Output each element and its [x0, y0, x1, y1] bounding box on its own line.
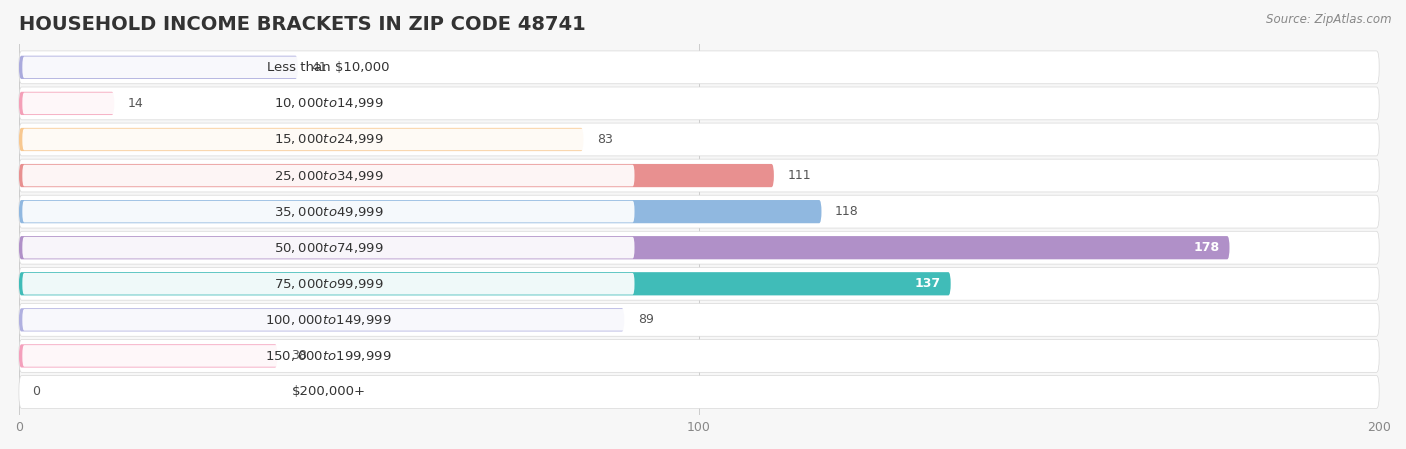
Text: $75,000 to $99,999: $75,000 to $99,999: [274, 277, 384, 291]
Text: 38: 38: [291, 349, 307, 362]
FancyBboxPatch shape: [18, 272, 950, 295]
FancyBboxPatch shape: [18, 159, 1379, 192]
FancyBboxPatch shape: [22, 92, 634, 114]
FancyBboxPatch shape: [22, 165, 634, 186]
FancyBboxPatch shape: [22, 273, 634, 295]
Text: $35,000 to $49,999: $35,000 to $49,999: [274, 205, 384, 219]
Text: $150,000 to $199,999: $150,000 to $199,999: [266, 349, 392, 363]
FancyBboxPatch shape: [18, 164, 773, 187]
Text: 41: 41: [311, 61, 328, 74]
FancyBboxPatch shape: [18, 56, 298, 79]
FancyBboxPatch shape: [18, 200, 821, 223]
Text: $50,000 to $74,999: $50,000 to $74,999: [274, 241, 384, 255]
FancyBboxPatch shape: [18, 123, 1379, 156]
FancyBboxPatch shape: [18, 344, 277, 368]
FancyBboxPatch shape: [22, 129, 634, 150]
FancyBboxPatch shape: [22, 57, 634, 78]
Text: 83: 83: [598, 133, 613, 146]
Text: 14: 14: [128, 97, 143, 110]
FancyBboxPatch shape: [18, 304, 1379, 336]
Text: 178: 178: [1194, 241, 1219, 254]
Text: Less than $10,000: Less than $10,000: [267, 61, 389, 74]
FancyBboxPatch shape: [18, 51, 1379, 84]
Text: 111: 111: [787, 169, 811, 182]
Text: $200,000+: $200,000+: [291, 386, 366, 399]
Text: 137: 137: [914, 277, 941, 290]
Text: HOUSEHOLD INCOME BRACKETS IN ZIP CODE 48741: HOUSEHOLD INCOME BRACKETS IN ZIP CODE 48…: [20, 15, 586, 34]
FancyBboxPatch shape: [18, 339, 1379, 372]
Text: 89: 89: [638, 313, 654, 326]
FancyBboxPatch shape: [18, 236, 1229, 260]
FancyBboxPatch shape: [18, 92, 114, 115]
FancyBboxPatch shape: [18, 128, 583, 151]
FancyBboxPatch shape: [18, 375, 1379, 409]
Text: $100,000 to $149,999: $100,000 to $149,999: [266, 313, 392, 327]
FancyBboxPatch shape: [18, 195, 1379, 228]
Text: 118: 118: [835, 205, 859, 218]
Text: Source: ZipAtlas.com: Source: ZipAtlas.com: [1267, 13, 1392, 26]
Text: $15,000 to $24,999: $15,000 to $24,999: [274, 132, 384, 146]
FancyBboxPatch shape: [18, 267, 1379, 300]
FancyBboxPatch shape: [18, 308, 624, 331]
Text: $10,000 to $14,999: $10,000 to $14,999: [274, 97, 384, 110]
FancyBboxPatch shape: [22, 345, 634, 367]
Text: $25,000 to $34,999: $25,000 to $34,999: [274, 168, 384, 183]
FancyBboxPatch shape: [18, 87, 1379, 120]
FancyBboxPatch shape: [22, 237, 634, 259]
FancyBboxPatch shape: [18, 231, 1379, 264]
FancyBboxPatch shape: [22, 309, 634, 330]
FancyBboxPatch shape: [22, 201, 634, 222]
FancyBboxPatch shape: [22, 381, 634, 403]
Text: 0: 0: [32, 386, 41, 399]
